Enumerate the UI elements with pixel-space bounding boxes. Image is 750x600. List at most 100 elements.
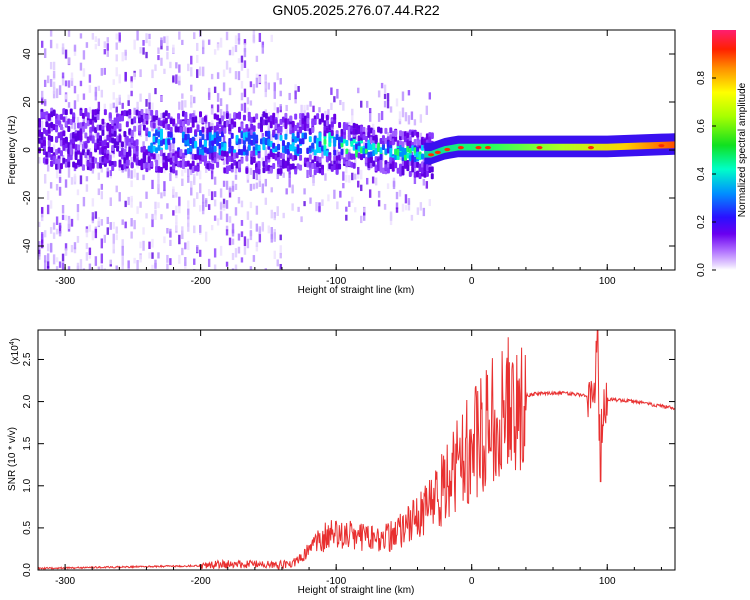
heat-cell xyxy=(142,124,146,131)
heat-cell xyxy=(213,151,217,158)
heat-cell xyxy=(303,201,306,207)
heat-cell xyxy=(123,130,127,137)
heat-cell xyxy=(191,116,195,123)
heat-cell xyxy=(365,127,369,135)
heat-cell xyxy=(79,62,83,71)
heat-cell xyxy=(386,93,390,101)
heat-cell xyxy=(163,236,166,244)
heat-cell xyxy=(108,136,112,143)
heat-cell xyxy=(354,173,357,180)
heat-cell xyxy=(128,128,132,135)
heat-cell xyxy=(133,117,137,124)
heat-cell xyxy=(64,243,68,251)
heat-cell xyxy=(86,137,90,144)
heat-cell xyxy=(194,142,198,149)
heat-cell xyxy=(306,112,310,119)
heat-cell xyxy=(406,152,410,159)
heat-cell xyxy=(52,155,56,162)
heat-cell xyxy=(396,167,400,174)
heat-cell xyxy=(321,199,324,206)
heat-cell xyxy=(255,113,259,120)
heat-cell xyxy=(84,122,88,129)
heat-cell xyxy=(255,167,259,174)
heat-cell xyxy=(135,109,139,116)
heat-cell xyxy=(69,154,73,161)
heat-peak xyxy=(428,153,435,157)
heat-cell xyxy=(111,137,115,144)
heat-cell xyxy=(364,135,368,142)
heat-cell xyxy=(127,196,130,206)
heat-cell xyxy=(252,133,256,140)
heat-cell xyxy=(204,129,208,138)
heat-cell xyxy=(62,137,66,144)
heat-cell xyxy=(115,42,118,50)
heat-cell xyxy=(115,265,118,270)
heat-cell xyxy=(273,82,276,92)
heat-cell xyxy=(410,169,414,176)
heat-cell xyxy=(398,111,402,122)
heat-cell xyxy=(140,109,144,116)
heat-cell xyxy=(396,148,400,155)
heat-cell xyxy=(186,134,190,141)
heat-cell xyxy=(106,227,109,235)
heat-cell xyxy=(233,152,237,159)
heat-cell xyxy=(47,140,51,147)
heat-cell xyxy=(203,155,207,162)
heat-cell xyxy=(178,234,181,245)
heat-cell xyxy=(136,101,139,111)
heat-cell xyxy=(425,133,429,140)
heat-cell xyxy=(133,125,137,132)
heat-cell xyxy=(136,172,139,181)
heat-cell xyxy=(407,198,411,205)
heat-cell xyxy=(303,132,307,139)
heat-cell xyxy=(250,116,254,123)
heat-cell xyxy=(323,145,327,152)
heat-cell xyxy=(352,144,356,151)
heat-cell xyxy=(243,43,247,53)
heat-cell xyxy=(136,260,139,270)
heat-cell xyxy=(154,88,157,95)
heat-cell xyxy=(115,33,118,40)
heat-cell xyxy=(148,92,151,103)
heat-cell xyxy=(274,133,278,140)
heat-cell xyxy=(186,148,190,155)
heat-cell xyxy=(394,153,398,160)
x-tick-label: -200 xyxy=(191,576,211,587)
heat-cell xyxy=(252,125,256,132)
heat-cell xyxy=(196,149,200,156)
heat-cell xyxy=(335,163,339,170)
heat-cell xyxy=(345,206,348,212)
heat-cell xyxy=(160,214,163,220)
heat-cell xyxy=(318,107,321,113)
heat-cell xyxy=(120,115,124,122)
heat-cell xyxy=(61,72,65,79)
heat-cell xyxy=(140,163,144,170)
heat-cell xyxy=(157,252,160,259)
heat-cell xyxy=(315,201,318,212)
heat-cell xyxy=(59,124,63,131)
heat-cell xyxy=(142,157,146,164)
heat-cell xyxy=(179,161,183,168)
heat-cell xyxy=(172,155,176,162)
heat-cell xyxy=(213,176,217,185)
heat-cell xyxy=(76,213,80,221)
heat-cell xyxy=(157,202,160,209)
heat-cell xyxy=(404,139,408,145)
heat-cell xyxy=(350,161,354,168)
heat-cell xyxy=(133,140,137,147)
heat-cell xyxy=(252,156,256,163)
heat-cell xyxy=(240,257,244,263)
heat-cell xyxy=(231,238,235,245)
heat-cell xyxy=(96,109,100,116)
heat-cell xyxy=(340,136,344,143)
heat-cell xyxy=(419,132,423,141)
heat-cell xyxy=(81,126,85,133)
heat-cell xyxy=(273,213,276,221)
heat-cell xyxy=(55,43,59,49)
heat-cell xyxy=(160,96,163,102)
heat-cell xyxy=(301,118,305,125)
heat-cell xyxy=(88,74,92,83)
heat-cell xyxy=(269,140,273,147)
heat-cell xyxy=(325,127,329,134)
heat-cell xyxy=(401,169,405,176)
